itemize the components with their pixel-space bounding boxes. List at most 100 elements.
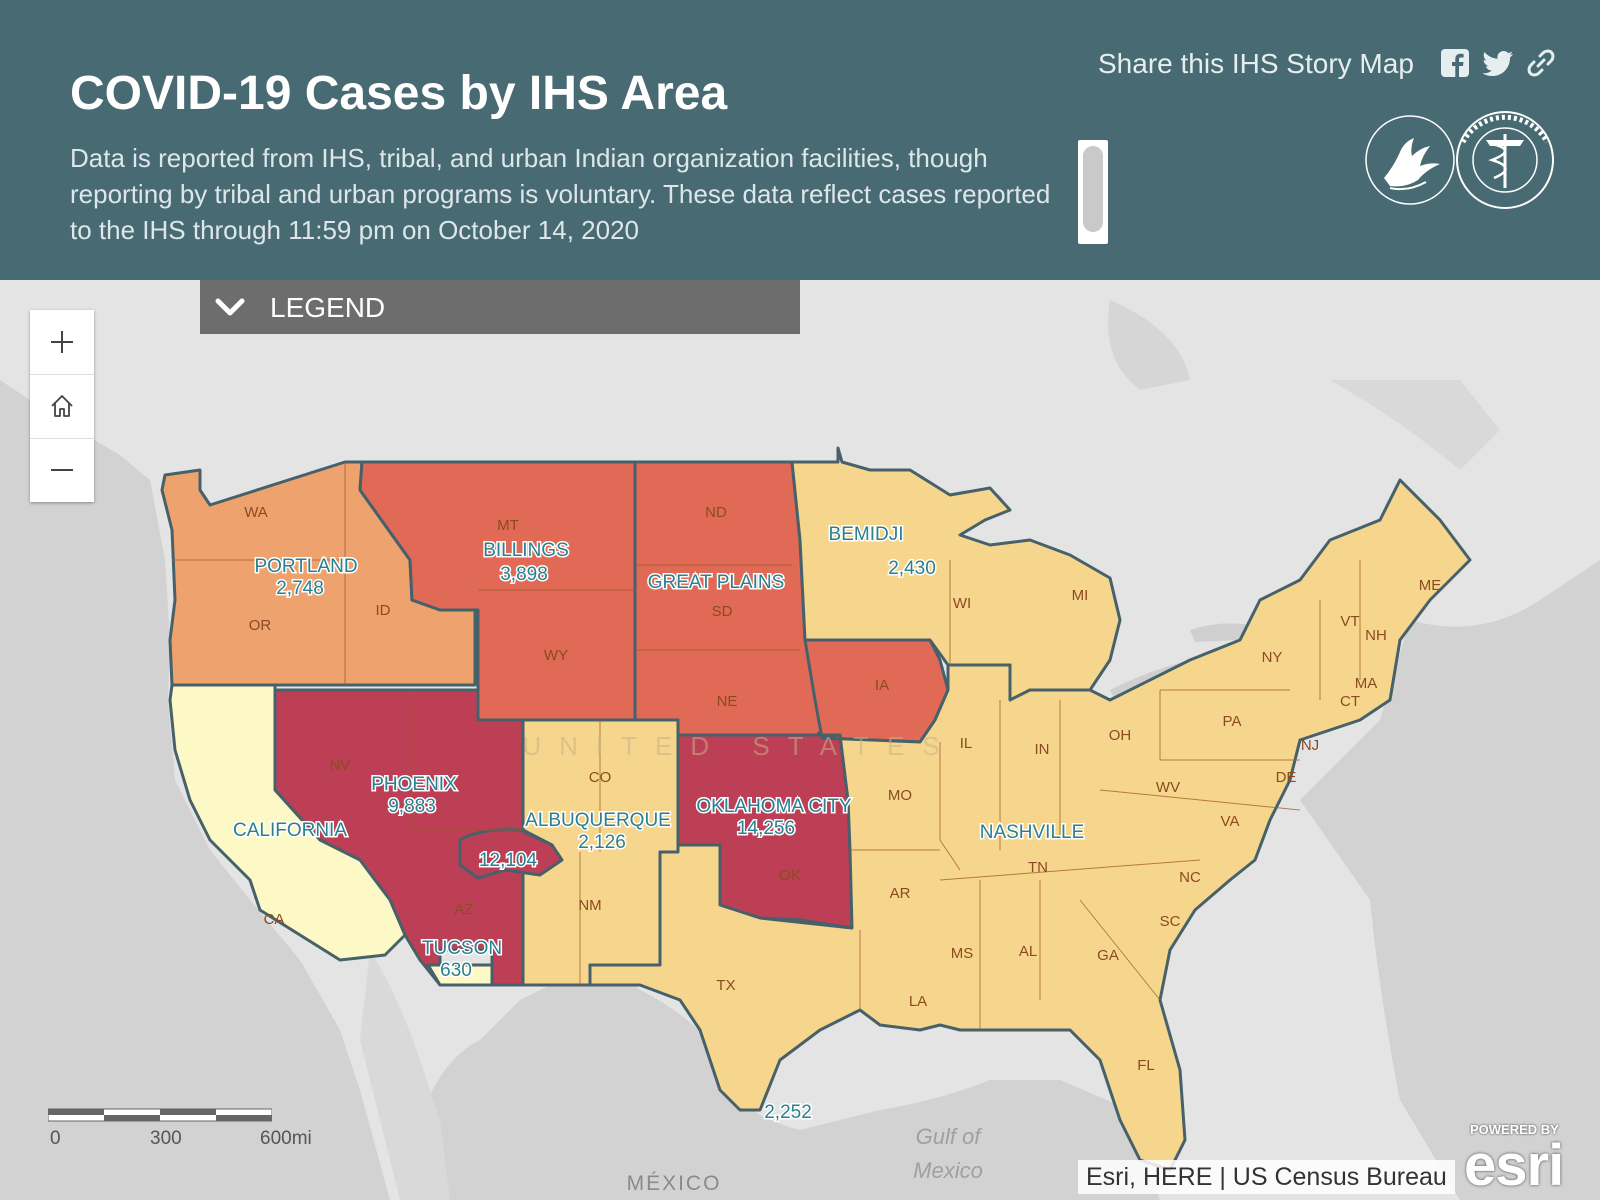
area-value-billings: 3,898 — [500, 564, 548, 585]
state-label-ny: NY — [1262, 649, 1283, 666]
gulf-of-california — [360, 950, 450, 1200]
gulf-label-line1: Gulf of — [916, 1124, 984, 1149]
state-label-wy: WY — [544, 647, 568, 664]
state-label-ma: MA — [1355, 675, 1378, 692]
state-label-vt: VT — [1340, 613, 1359, 630]
area-label-billings: BILLINGS — [483, 540, 569, 561]
page-subtitle: Data is reported from IHS, tribal, and u… — [70, 143, 1051, 245]
state-label-mo: MO — [888, 787, 912, 804]
state-label-ar: AR — [890, 885, 911, 902]
state-label-nc: NC — [1179, 869, 1201, 886]
state-label-nd: ND — [705, 504, 727, 521]
map-view[interactable]: UNITED STATES WA OR ID MT WY ND SD NE IA… — [0, 280, 1600, 1200]
mexico-label: MÉXICO — [627, 1172, 722, 1195]
page-title: COVID-19 Cases by IHS Area — [70, 67, 728, 120]
state-label-ne: NE — [717, 693, 738, 710]
area-tucson — [426, 963, 494, 987]
area-value-navajo: 12,104 — [479, 850, 538, 871]
story-map-header: COVID-19 Cases by IHS Area Data is repor… — [0, 0, 1600, 280]
area-value-phoenix: 9,883 — [388, 796, 436, 817]
home-icon — [51, 395, 73, 417]
hhs-seal-icon — [1365, 115, 1455, 205]
scale-label-300: 300 — [150, 1128, 182, 1149]
area-label-great-plains: GREAT PLAINS — [648, 572, 785, 593]
state-label-sd: SD — [712, 603, 733, 620]
state-label-pa: PA — [1223, 713, 1242, 730]
state-label-la: LA — [909, 993, 927, 1010]
scale-label-600: 600mi — [260, 1128, 312, 1149]
state-label-fl: FL — [1137, 1057, 1155, 1074]
state-label-mi: MI — [1072, 587, 1089, 604]
state-label-sc: SC — [1160, 913, 1181, 930]
gulf-of-st-lawrence — [1330, 380, 1500, 470]
state-label-nv: NV — [330, 757, 351, 774]
subtitle-scrollbar-thumb[interactable] — [1083, 146, 1103, 232]
state-label-or: OR — [249, 617, 272, 634]
state-label-il: IL — [960, 735, 973, 752]
area-value-oklahoma-city: 14,256 — [737, 818, 795, 839]
legend-toggle[interactable]: LEGEND — [200, 280, 800, 334]
zoom-out-button[interactable] — [30, 438, 94, 502]
gulf-label-line2: Mexico — [913, 1158, 983, 1183]
state-label-id: ID — [376, 602, 391, 619]
area-label-portland: PORTLAND — [254, 556, 357, 577]
facebook-icon[interactable] — [1440, 48, 1470, 78]
atlantic-ocean — [1300, 560, 1600, 1200]
pacific-ocean — [0, 380, 390, 1200]
state-label-wv: WV — [1156, 779, 1180, 796]
state-label-nh: NH — [1365, 627, 1387, 644]
state-label-ca: CA — [264, 911, 285, 928]
esri-powered-by: POWERED BY — [1470, 1122, 1559, 1137]
area-value-texas: 2,252 — [764, 1102, 812, 1123]
esri-logo[interactable]: POWERED BY esri — [1462, 1120, 1592, 1198]
state-label-va: VA — [1221, 813, 1240, 830]
state-label-ia: IA — [875, 677, 889, 694]
gulf-of-mexico-water — [420, 960, 1160, 1200]
country-watermark: UNITED STATES — [522, 731, 957, 761]
area-value-albuquerque: 2,126 — [578, 832, 626, 853]
area-label-bemidji: BEMIDJI — [829, 524, 904, 545]
state-label-nm: NM — [578, 897, 601, 914]
ihs-seal-icon — [1456, 111, 1554, 209]
area-value-tucson: 630 — [440, 960, 472, 981]
twitter-icon[interactable] — [1482, 48, 1514, 78]
agency-logos — [1360, 108, 1560, 223]
share-icons — [1440, 48, 1556, 78]
area-label-nashville: NASHVILLE — [980, 822, 1085, 843]
scale-bar: 0 300 600mi — [47, 1108, 312, 1149]
esri-wordmark: esri — [1464, 1133, 1564, 1198]
state-label-de: DE — [1276, 769, 1297, 786]
map-attribution[interactable]: Esri, HERE | US Census Bureau — [1078, 1160, 1455, 1194]
zoom-in-button[interactable] — [30, 310, 94, 374]
legend-label: LEGEND — [270, 292, 386, 323]
state-label-ok: OK — [779, 867, 801, 884]
area-california — [168, 683, 407, 962]
share-label: Share this IHS Story Map — [1098, 48, 1414, 79]
state-label-ct: CT — [1340, 693, 1360, 710]
minus-icon — [51, 469, 73, 471]
state-label-oh: OH — [1109, 727, 1132, 744]
area-nashville — [588, 478, 1472, 1172]
area-value-portland: 2,748 — [276, 578, 324, 599]
state-label-wa: WA — [244, 504, 268, 521]
state-label-nj: NJ — [1301, 737, 1319, 754]
chevron-down-icon — [214, 294, 246, 325]
plus-icon — [51, 331, 73, 353]
home-button[interactable] — [30, 374, 94, 438]
state-label-me: ME — [1419, 577, 1442, 594]
scale-label-0: 0 — [50, 1128, 61, 1149]
area-label-oklahoma-city: OKLAHOMA CITY — [696, 796, 852, 817]
area-label-tucson: TUCSON — [422, 938, 502, 959]
state-label-mt: MT — [497, 517, 519, 534]
state-label-al: AL — [1019, 943, 1037, 960]
state-label-ga: GA — [1097, 947, 1119, 964]
link-icon[interactable] — [1526, 48, 1556, 78]
state-boundaries — [172, 462, 1361, 1030]
state-label-tn: TN — [1028, 859, 1048, 876]
state-label-ms: MS — [951, 945, 974, 962]
state-label-az: AZ — [454, 901, 473, 918]
state-label-tx: TX — [716, 977, 735, 994]
lake-ontario — [1190, 623, 1250, 642]
state-label-in: IN — [1035, 741, 1050, 758]
area-label-albuquerque: ALBUQUERQUE — [525, 810, 671, 831]
